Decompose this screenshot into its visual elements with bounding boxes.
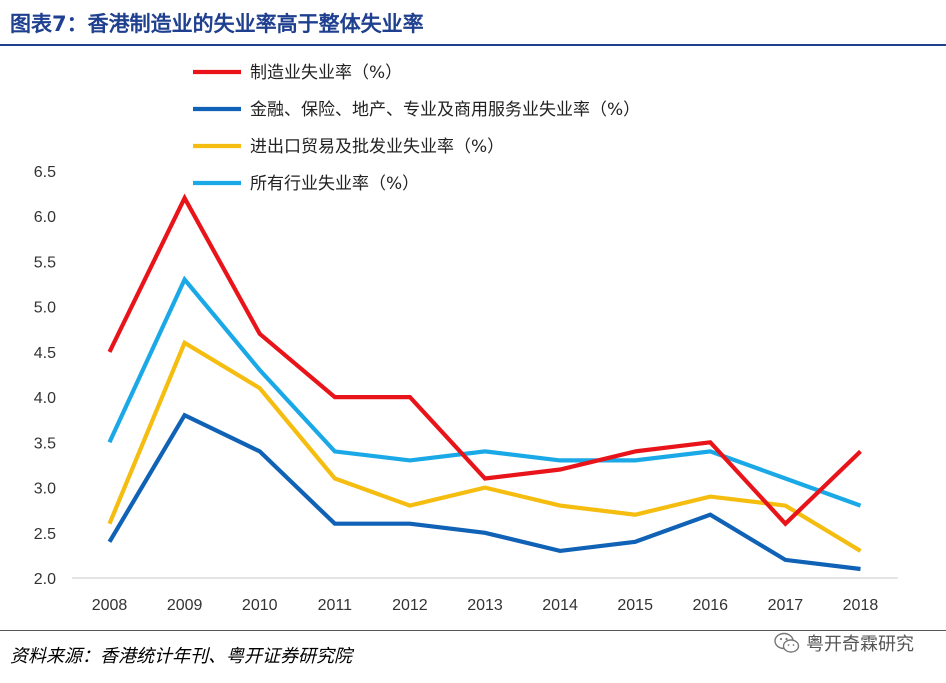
- x-tick-label: 2009: [167, 597, 203, 614]
- x-tick-label: 2013: [467, 597, 503, 614]
- x-tick-label: 2014: [542, 597, 578, 614]
- y-tick-label: 2.5: [34, 526, 56, 543]
- x-tick-label: 2011: [318, 597, 353, 614]
- x-tick-label: 2010: [242, 597, 278, 614]
- y-tick-label: 4.5: [34, 345, 56, 362]
- x-axis: 2008 2009 2010 2011 2012 2013 2014 2015 2016 2017…: [92, 597, 879, 614]
- y-tick-label: 2.0: [34, 571, 56, 588]
- source-note: 资料来源：香港统计年刊、粤开证券研究院: [10, 646, 352, 667]
- series-line-all-industries: [107, 275, 862, 508]
- y-tick-label: 4.0: [34, 390, 56, 407]
- x-tick-label: 2016: [692, 597, 728, 614]
- wechat-icon: [774, 632, 800, 653]
- legend-label-manufacturing: 制造业失业率（%）: [250, 63, 402, 83]
- y-tick-label: 6.5: [34, 164, 56, 181]
- legend: 制造业失业率（%） 金融、保险、地产、专业及商用服务业失业率（%） 进出口贸易及批发…: [193, 63, 640, 194]
- x-tick-label: 2017: [768, 597, 804, 614]
- y-tick-label: 3.5: [34, 435, 56, 452]
- y-tick-label: 3.0: [34, 481, 56, 498]
- x-tick-label: 2008: [92, 597, 128, 614]
- x-tick-label: 2018: [843, 597, 879, 614]
- title-rule: [0, 44, 946, 46]
- footer-rule: [0, 630, 946, 631]
- legend-label-all-industries: 所有行业失业率（%）: [250, 174, 419, 194]
- x-tick-label: 2012: [392, 597, 428, 614]
- watermark-label: 粤开奇霖研究: [806, 634, 914, 655]
- watermark: 粤开奇霖研究: [774, 630, 914, 656]
- line-chart: 2.02.53.03.54.04.55.05.56.06.5 2008 2009 2…: [34, 63, 898, 614]
- y-tick-label: 6.0: [34, 209, 56, 226]
- legend-label-trade-wholesale: 进出口贸易及批发业失业率（%）: [250, 137, 504, 157]
- series-line-manufacturing: [107, 193, 862, 527]
- y-axis: 2.0 2.5 3.0 3.5 4.0 4.5 5.0 5.5 6.0 6.5: [34, 164, 56, 588]
- figure-title: 图表7：香港制造业的失业率高于整体失业率: [10, 12, 424, 36]
- x-tick-label: 2015: [617, 597, 653, 614]
- y-tick-label: 5.5: [34, 254, 56, 271]
- series-lines: [107, 193, 862, 572]
- y-tick-label: 5.0: [34, 300, 56, 317]
- legend-label-finance-insurance-realestate-business: 金融、保险、地产、专业及商用服务业失业率（%）: [250, 100, 640, 120]
- series-line-trade-wholesale: [107, 339, 862, 553]
- series-line-finance-insurance-realestate-business: [107, 412, 861, 572]
